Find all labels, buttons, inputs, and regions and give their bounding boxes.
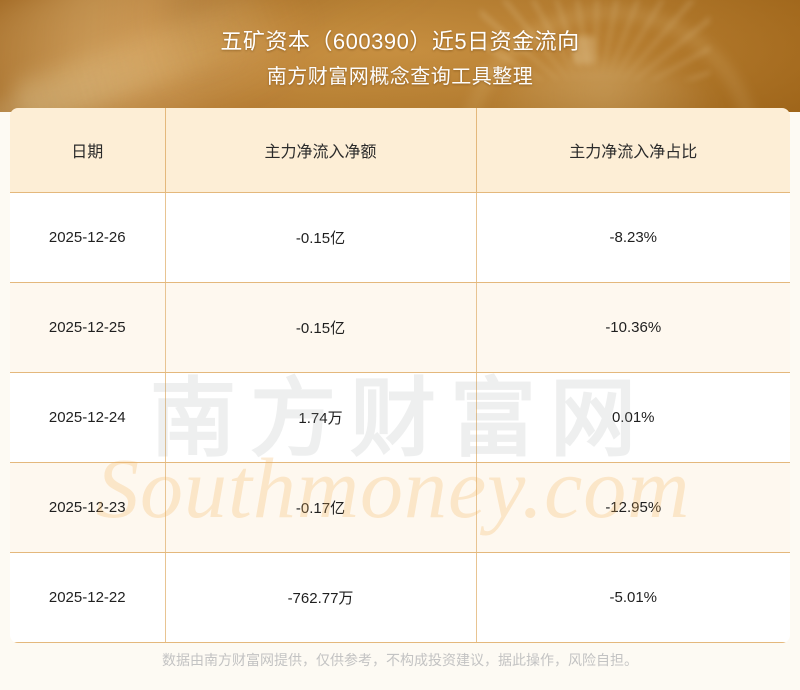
cell-date: 2025-12-24 <box>10 372 166 463</box>
table-header-row: 日期 主力净流入净额 主力净流入净占比 <box>10 108 790 193</box>
cell-net-inflow: -0.15亿 <box>165 192 477 283</box>
table-row: 2025-12-25 -0.15亿 -10.36% <box>10 282 790 373</box>
cell-date: 2025-12-22 <box>10 552 166 643</box>
page-title: 五矿资本（600390）近5日资金流向 <box>220 28 580 54</box>
cell-net-ratio: -8.23% <box>476 192 790 283</box>
table-row: 2025-12-22 -762.77万 -5.01% <box>10 552 790 643</box>
cell-date: 2025-12-23 <box>10 462 166 553</box>
column-header-net-inflow[interactable]: 主力净流入净额 <box>165 108 477 193</box>
table-body: 2025-12-26 -0.15亿 -8.23% 2025-12-25 -0.1… <box>10 192 790 643</box>
banner-text-block: 五矿资本（600390）近5日资金流向 南方财富网概念查询工具整理 <box>0 0 800 112</box>
cell-date: 2025-12-25 <box>10 282 166 373</box>
table-head: 日期 主力净流入净额 主力净流入净占比 <box>10 108 790 193</box>
cell-net-inflow: -0.17亿 <box>165 462 477 553</box>
cell-net-ratio: -12.95% <box>476 462 790 553</box>
table-row: 2025-12-23 -0.17亿 -12.95% <box>10 462 790 553</box>
fund-flow-table-container: 日期 主力净流入净额 主力净流入净占比 2025-12-26 -0.15亿 -8… <box>10 108 790 643</box>
cell-net-ratio: -5.01% <box>476 552 790 643</box>
cell-net-ratio: -10.36% <box>476 282 790 373</box>
table-row: 2025-12-26 -0.15亿 -8.23% <box>10 192 790 283</box>
column-header-net-ratio[interactable]: 主力净流入净占比 <box>476 108 790 193</box>
cell-net-inflow: -762.77万 <box>165 552 477 643</box>
fund-flow-table: 日期 主力净流入净额 主力净流入净占比 2025-12-26 -0.15亿 -8… <box>10 108 790 643</box>
disclaimer-text: 数据由南方财富网提供，仅供参考，不构成投资建议，据此操作，风险自担。 <box>162 652 638 668</box>
cell-net-ratio: 0.01% <box>476 372 790 463</box>
page-subtitle: 南方财富网概念查询工具整理 <box>266 65 534 88</box>
cell-date: 2025-12-26 <box>10 192 166 283</box>
column-header-date[interactable]: 日期 <box>10 108 166 193</box>
header-banner: 五矿资本（600390）近5日资金流向 南方财富网概念查询工具整理 <box>0 0 800 112</box>
table-row: 2025-12-24 1.74万 0.01% <box>10 372 790 463</box>
cell-net-inflow: 1.74万 <box>165 372 477 463</box>
cell-net-inflow: -0.15亿 <box>165 282 477 373</box>
